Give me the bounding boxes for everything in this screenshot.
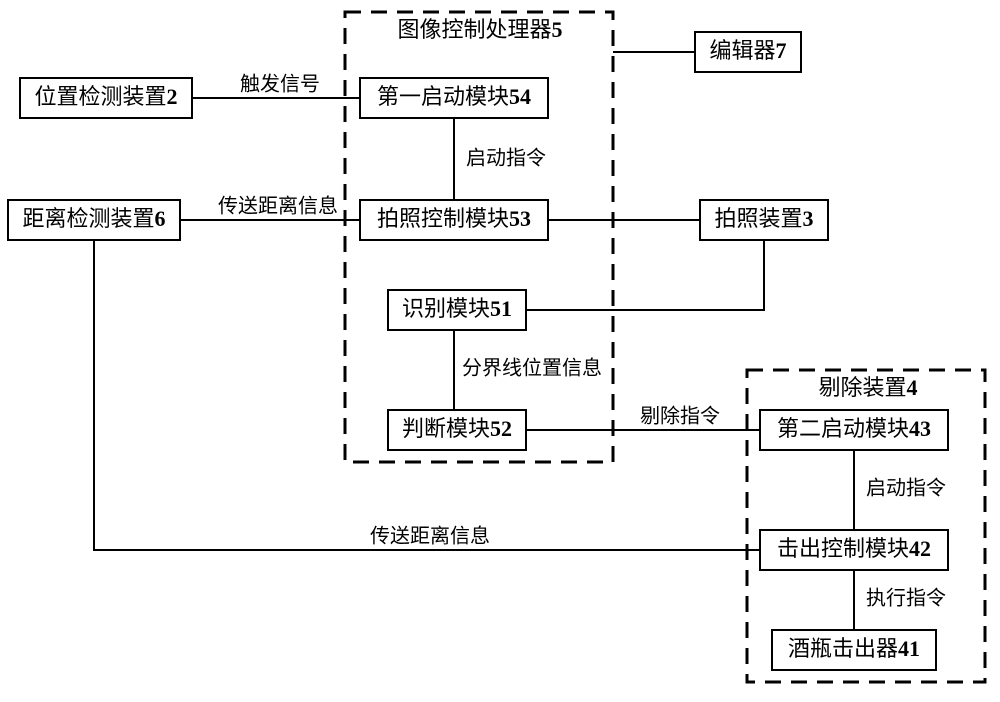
- processor-title: 图像控制处理器5: [397, 17, 562, 42]
- photo_dev-label: 拍照装置3: [714, 206, 813, 231]
- edge-label-8: 启动指令: [866, 477, 946, 500]
- edge-photo_dev-recog: [526, 240, 764, 310]
- remover-title: 剔除装置4: [818, 375, 917, 400]
- edge-label-6: 分界线位置信息: [462, 357, 602, 380]
- edge-label-0: 触发信号: [240, 73, 320, 96]
- edge-label-2: 启动指令: [466, 147, 546, 170]
- first_start-label: 第一启动模块54: [377, 84, 531, 109]
- second_start-label: 第二启动模块43: [777, 416, 931, 441]
- photo_ctrl-label: 拍照控制模块53: [377, 206, 531, 231]
- recog-label: 识别模块51: [402, 296, 512, 321]
- edge-label-3: 传送距离信息: [218, 195, 338, 218]
- dist_detect-label: 距离检测装置6: [22, 206, 165, 231]
- judge-label: 判断模块52: [402, 416, 512, 441]
- hit_dev-label: 酒瓶击出器41: [788, 636, 920, 661]
- edge-label-7: 剔除指令: [640, 405, 720, 428]
- pos_detect-label: 位置检测装置2: [34, 84, 177, 109]
- edge-label-10: 传送距离信息: [370, 525, 490, 548]
- diagram-canvas: 图像控制处理器5剔除装置4触发信号启动指令传送距离信息分界线位置信息剔除指令启动…: [0, 0, 1000, 702]
- edge-label-9: 执行指令: [866, 587, 946, 610]
- hit_ctrl-label: 击出控制模块42: [777, 536, 931, 561]
- editor-label: 编辑器7: [709, 38, 786, 63]
- edge-dist_detect-hit_ctrl: [94, 240, 760, 550]
